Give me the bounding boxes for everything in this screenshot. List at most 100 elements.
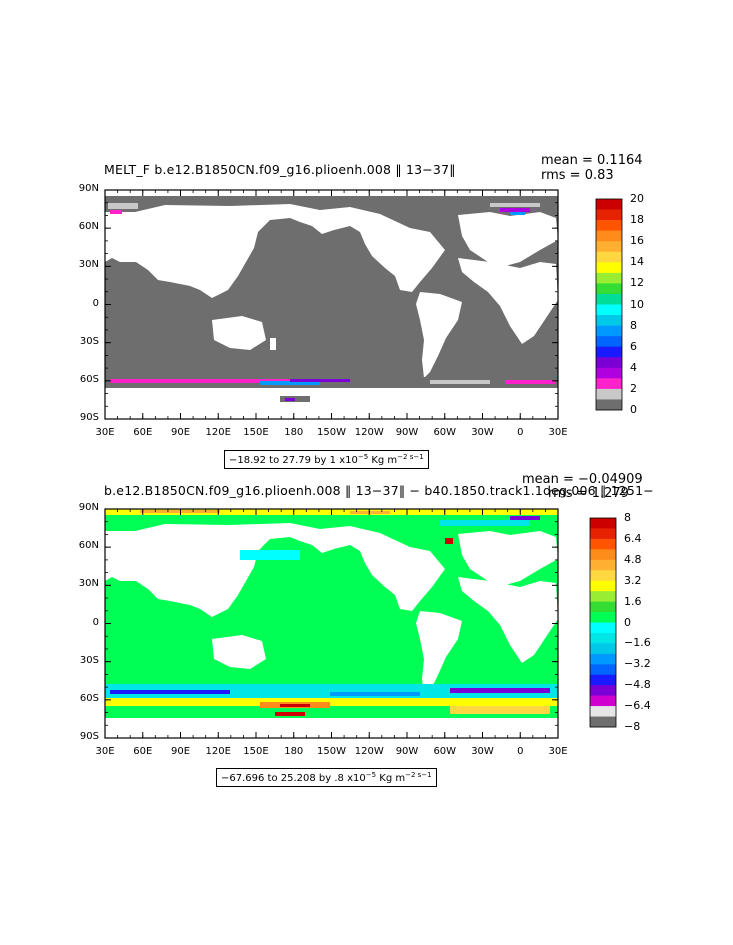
x-tick-label: 120W	[354, 746, 384, 757]
x-tick-label: 180	[284, 427, 304, 438]
bottom-range-info: −67.696 to 25.208 by .8 x10−5 Kg m−2 s−1	[216, 768, 437, 787]
x-tick-label: 180	[284, 746, 304, 757]
colorbar-label: 4.8	[624, 552, 642, 566]
top-chart-title: MELT_F b.e12.B1850CN.f09_g16.plioenh.008…	[104, 162, 456, 177]
x-tick-label: 120E	[205, 427, 231, 438]
y-tick-label: 30S	[79, 654, 99, 666]
y-tick-label: 60N	[78, 540, 99, 552]
x-tick-label: 30E	[95, 427, 115, 438]
colorbar-label: 2	[630, 381, 637, 395]
y-tick-label: 0	[92, 616, 99, 628]
colorbar-swatch	[590, 622, 616, 634]
top-colorbar	[595, 198, 623, 411]
bottom-axis-ticks	[104, 508, 559, 739]
y-tick-label: 90N	[78, 183, 99, 194]
colorbar-swatch	[590, 612, 616, 623]
colorbar-swatch	[590, 580, 616, 592]
colorbar-label: 12	[630, 276, 644, 290]
colorbar-swatch	[596, 357, 622, 369]
bottom-mean-stat: mean = −0.04909	[522, 472, 643, 487]
y-tick-label: 60S	[79, 692, 99, 704]
top-map	[104, 189, 559, 420]
colorbar-label: 8	[630, 318, 637, 332]
colorbar-swatch	[596, 346, 622, 358]
x-tick-label: 150W	[317, 746, 346, 757]
colorbar-swatch	[590, 528, 616, 540]
colorbar-label: 6.4	[624, 531, 642, 545]
colorbar-swatch	[596, 199, 622, 210]
colorbar-swatch	[590, 559, 616, 571]
x-tick-label: 60W	[433, 746, 457, 757]
colorbar-swatch	[590, 591, 616, 602]
y-tick-label: 90S	[79, 412, 99, 423]
y-tick-label: 30N	[78, 578, 99, 590]
colorbar-swatch	[590, 632, 616, 644]
colorbar-swatch	[596, 293, 622, 305]
x-tick-label: 150E	[243, 746, 269, 757]
top-rms-stat: rms = 0.83	[541, 168, 614, 183]
y-tick-label: 0	[92, 297, 99, 309]
colorbar-label: 0	[630, 403, 637, 416]
colorbar-swatch	[590, 643, 616, 655]
x-tick-label: 30E	[548, 746, 568, 757]
colorbar-swatch	[596, 315, 622, 326]
colorbar-swatch	[590, 695, 616, 707]
x-tick-label: 30W	[471, 427, 494, 438]
colorbar-swatch	[596, 272, 622, 284]
colorbar-swatch	[590, 549, 616, 561]
colorbar-swatch	[590, 601, 616, 613]
bottom-chart-title: b.e12.B1850CN.f09_g16.plioenh.008 ‖ 13−3…	[104, 483, 654, 498]
x-tick-label: 30W	[471, 746, 494, 757]
colorbar-swatch	[596, 388, 622, 400]
colorbar-label: 8	[624, 511, 631, 524]
colorbar-label: −4.8	[624, 678, 651, 692]
x-tick-label: 30E	[548, 427, 568, 438]
top-axis-ticks	[104, 189, 559, 420]
colorbar-swatch	[590, 518, 616, 529]
x-tick-label: 120W	[354, 427, 384, 438]
y-tick-label: 60S	[79, 373, 99, 385]
colorbar-swatch	[590, 674, 616, 686]
x-tick-label: 90W	[395, 746, 419, 757]
y-tick-label: 30S	[79, 335, 99, 347]
colorbar-label: 18	[630, 213, 644, 227]
x-tick-label: 60E	[133, 746, 153, 757]
colorbar-swatch	[590, 716, 616, 728]
top-land	[105, 190, 558, 419]
y-tick-label: 90S	[79, 731, 99, 742]
x-tick-label: 30E	[95, 746, 115, 757]
bottom-colorbar	[589, 517, 617, 728]
colorbar-swatch	[596, 230, 622, 242]
colorbar-swatch	[596, 378, 622, 390]
colorbar-label: 14	[630, 255, 644, 269]
bottom-rms-stat: rms = 1.279	[548, 486, 629, 501]
colorbar-swatch	[590, 706, 616, 717]
colorbar-label: 10	[630, 297, 644, 311]
x-tick-label: 60W	[433, 427, 457, 438]
colorbar-label: 3.2	[624, 573, 642, 587]
colorbar-swatch	[590, 653, 616, 665]
colorbar-swatch	[590, 570, 616, 581]
colorbar-label: 20	[630, 192, 644, 205]
x-tick-label: 150E	[243, 427, 269, 438]
colorbar-label: 4	[630, 360, 637, 374]
colorbar-swatch	[590, 685, 616, 696]
colorbar-label: −8	[624, 720, 641, 733]
x-tick-label: 90E	[170, 427, 191, 438]
colorbar-label: −3.2	[624, 657, 651, 671]
colorbar-swatch	[590, 538, 616, 550]
colorbar-swatch	[596, 283, 622, 295]
colorbar-label: 0	[624, 615, 631, 629]
top-mean-stat: mean = 0.1164	[541, 153, 643, 168]
top-range-info: −18.92 to 27.79 by 1 x10−5 Kg m−2 s−1	[224, 450, 429, 469]
colorbar-swatch	[590, 664, 616, 676]
colorbar-swatch	[596, 304, 622, 316]
y-tick-label: 30N	[78, 259, 99, 271]
colorbar-label: 1.6	[624, 594, 642, 608]
colorbar-label: 16	[630, 234, 644, 248]
colorbar-swatch	[596, 209, 622, 221]
x-tick-label: 120E	[205, 746, 231, 757]
colorbar-swatch	[596, 241, 622, 253]
colorbar-label: 6	[630, 339, 637, 353]
x-tick-label: 90E	[170, 746, 191, 757]
